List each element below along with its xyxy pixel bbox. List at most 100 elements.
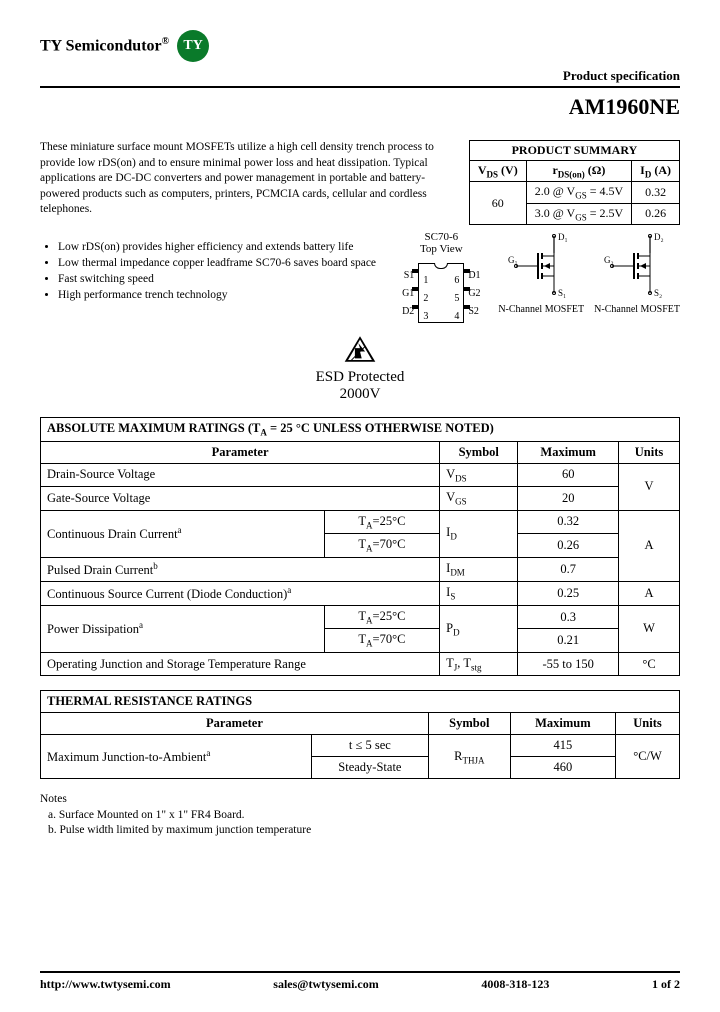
pin-label: G1 xyxy=(396,285,414,303)
abs-r7-max: -55 to 150 xyxy=(518,652,619,676)
abs-r3-sym: ID xyxy=(440,510,518,557)
abs-r1-max: 60 xyxy=(518,463,619,487)
chip-outline: 1 2 3 6 5 4 xyxy=(418,263,464,323)
summary-h-rds: rDS(on) (Ω) xyxy=(526,161,631,182)
pin-num: 6 xyxy=(454,272,459,290)
abs-r4-sym: IDM xyxy=(440,557,518,581)
pin-label: S1 xyxy=(396,267,414,285)
notes: Notes a. Surface Mounted on 1" x 1" FR4 … xyxy=(40,793,680,836)
abs-r4-max: 0.7 xyxy=(518,557,619,581)
svg-text:D₁: D₁ xyxy=(558,232,568,242)
abs-r6-c2: TA=70°C xyxy=(324,629,439,653)
abs-unit-v: V xyxy=(619,463,680,510)
abs-r2-max: 20 xyxy=(518,487,619,511)
abs-h-max: Maximum xyxy=(518,441,619,463)
abs-max-title: ABSOLUTE MAXIMUM RATINGS (TA = 25 °C UNL… xyxy=(41,418,680,442)
esd-block: ESD Protected 2000V xyxy=(40,334,680,403)
abs-r1-param: Drain-Source Voltage xyxy=(41,463,440,487)
thermal-title: THERMAL RESISTANCE RATINGS xyxy=(41,691,680,713)
abs-r6-m1: 0.3 xyxy=(518,605,619,629)
abs-r2-sym: VGS xyxy=(440,487,518,511)
mosfet2-label: N-Channel MOSFET xyxy=(594,304,680,315)
abs-r6-m2: 0.21 xyxy=(518,629,619,653)
bullet-1: Low thermal impedance copper leadframe S… xyxy=(58,257,384,269)
abs-r5-max: 0.25 xyxy=(518,581,619,605)
feature-bullets: Low rDS(on) provides higher efficiency a… xyxy=(40,241,384,305)
pin-num: 4 xyxy=(454,308,459,326)
summary-id-0: 0.32 xyxy=(632,182,680,203)
esd-line2: 2000V xyxy=(40,386,680,403)
summary-title: PRODUCT SUMMARY xyxy=(469,141,679,161)
th-m1: 415 xyxy=(510,735,615,757)
pin-num: 2 xyxy=(423,290,428,308)
th-h-units: Units xyxy=(616,713,680,735)
th-h-param: Parameter xyxy=(41,713,429,735)
th-h-symbol: Symbol xyxy=(428,713,510,735)
esd-icon xyxy=(343,334,377,364)
svg-text:D₂: D₂ xyxy=(654,232,664,242)
abs-r4-param: Pulsed Drain Currentb xyxy=(41,557,440,581)
abs-h-units: Units xyxy=(619,441,680,463)
pin-label: D2 xyxy=(396,303,414,321)
package-label-sub: Top View xyxy=(394,243,488,255)
abs-r6-param: Power Dissipationa xyxy=(41,605,325,652)
abs-r5-param: Continuous Source Current (Diode Conduct… xyxy=(41,581,440,605)
mosfet-symbol-2: D₂ G₂ S₂ N-Channel MOSFET xyxy=(594,231,680,315)
footer-page: 1 of 2 xyxy=(652,977,680,992)
intro-paragraph: These miniature surface mount MOSFETs ut… xyxy=(40,140,451,218)
product-summary-table: PRODUCT SUMMARY VDS (V) rDS(on) (Ω) ID (… xyxy=(469,140,680,225)
abs-max-table: ABSOLUTE MAXIMUM RATINGS (TA = 25 °C UNL… xyxy=(40,417,680,676)
brand-name: TY Semicondutor® xyxy=(40,36,169,55)
pin-label: D1 xyxy=(468,267,486,285)
pin-label: S2 xyxy=(468,303,486,321)
note-a: a. Surface Mounted on 1" x 1" FR4 Board. xyxy=(48,809,680,821)
svg-text:S₁: S₁ xyxy=(558,288,566,298)
summary-h-id: ID (A) xyxy=(632,161,680,182)
th-unit: °C/W xyxy=(616,735,680,779)
header-rule xyxy=(40,86,680,88)
pin-num: 3 xyxy=(423,308,428,326)
header: TY Semicondutor® TY xyxy=(40,30,680,62)
abs-r3-c2: TA=70°C xyxy=(324,534,439,558)
mosfet-symbol-1: D₁ G₁ S₁ N-Channel MOSFET xyxy=(498,231,584,315)
pin-label: G2 xyxy=(468,285,486,303)
summary-vds: 60 xyxy=(469,182,526,225)
part-number: AM1960NE xyxy=(40,94,680,120)
summary-id-1: 0.26 xyxy=(632,203,680,224)
abs-r6-sym: PD xyxy=(440,605,518,652)
abs-unit-a: A xyxy=(619,510,680,581)
summary-rds-1: 3.0 @ VGS = 2.5V xyxy=(526,203,631,224)
thermal-table: THERMAL RESISTANCE RATINGS Parameter Sym… xyxy=(40,690,680,779)
pin-num: 5 xyxy=(454,290,459,308)
abs-r2-param: Gate-Source Voltage xyxy=(41,487,440,511)
product-summary: PRODUCT SUMMARY VDS (V) rDS(on) (Ω) ID (… xyxy=(469,140,680,225)
summary-h-vds: VDS (V) xyxy=(469,161,526,182)
abs-r7-param: Operating Junction and Storage Temperatu… xyxy=(41,652,440,676)
abs-r6-c1: TA=25°C xyxy=(324,605,439,629)
bullet-2: Fast switching speed xyxy=(58,273,384,285)
product-spec-label: Product specification xyxy=(40,68,680,84)
abs-h-symbol: Symbol xyxy=(440,441,518,463)
abs-r7-sym: TJ, Tstg xyxy=(440,652,518,676)
note-b: b. Pulse width limited by maximum juncti… xyxy=(48,824,680,836)
abs-r6-unit: W xyxy=(619,605,680,652)
summary-rds-0: 2.0 @ VGS = 4.5V xyxy=(526,182,631,203)
abs-r3-c1: TA=25°C xyxy=(324,510,439,534)
esd-line1: ESD Protected xyxy=(40,369,680,386)
th-h-max: Maximum xyxy=(510,713,615,735)
mosfet1-label: N-Channel MOSFET xyxy=(498,304,584,315)
abs-h-param: Parameter xyxy=(41,441,440,463)
abs-r5-sym: IS xyxy=(440,581,518,605)
footer-email: sales@twtysemi.com xyxy=(273,977,378,992)
abs-r3-param: Continuous Drain Currenta xyxy=(41,510,325,557)
footer: http://www.twtysemi.com sales@twtysemi.c… xyxy=(40,971,680,992)
svg-text:G₂: G₂ xyxy=(604,255,614,265)
intro-row: These miniature surface mount MOSFETs ut… xyxy=(40,140,680,225)
notes-title: Notes xyxy=(40,793,680,805)
abs-r1-sym: VDS xyxy=(440,463,518,487)
bullet-3: High performance trench technology xyxy=(58,289,384,301)
footer-url: http://www.twtysemi.com xyxy=(40,977,171,992)
th-param: Maximum Junction-to-Ambienta xyxy=(41,735,312,779)
th-m2: 460 xyxy=(510,757,615,779)
abs-r3-m2: 0.26 xyxy=(518,534,619,558)
